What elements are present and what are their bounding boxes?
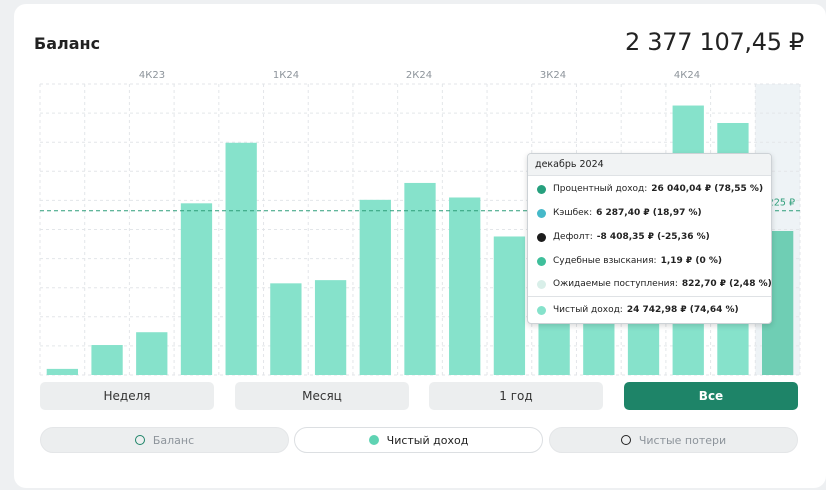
bar[interactable] [449,197,481,375]
tooltip-row-legal: Судебные взыскания: 1,19 ₽ (0 %) [537,256,722,266]
tooltip-row-cashback: Кэшбек: 6 287,40 ₽ (18,97 %) [537,208,702,218]
bar[interactable] [225,142,257,375]
quarter-label: 3К24 [539,70,567,81]
series-net-losses-toggle[interactable]: Чистые потери [549,427,798,453]
bar[interactable] [404,182,436,375]
bar[interactable] [136,332,168,375]
legend-dot-icon [537,256,546,266]
bar[interactable] [493,236,526,375]
quarter-label: 4К23 [138,70,166,81]
series-label: Баланс [152,433,195,447]
bar[interactable] [314,280,347,375]
tooltip-row-interest: Процентный доход: 26 040,04 ₽ (78,55 %) [537,184,763,194]
ring-icon [134,435,145,445]
bar[interactable] [91,345,123,375]
period-week-button[interactable]: Неделя [40,382,214,410]
dot-icon [368,435,379,445]
chart-tooltip: декабрь 2024 Процентный доход: 26 040,04 … [527,153,772,324]
legend-dot-icon [537,208,546,218]
tooltip-title: декабрь 2024 [528,154,771,176]
bar[interactable] [359,199,391,375]
series-net-income-toggle[interactable]: Чистый доход [294,427,543,453]
legend-dot-icon [537,184,546,194]
quarter-label: 4К24 [673,70,701,81]
quarter-label: 2К24 [405,70,433,81]
legend-dot-icon [537,279,546,289]
tooltip-divider [528,296,771,297]
card-title: Баланс [34,34,101,53]
legend-dot-icon [537,232,546,242]
quarter-label: 1К24 [272,70,300,81]
bar[interactable] [180,203,213,375]
period-month-button[interactable]: Месяц [235,382,409,410]
tooltip-row-default: Дефолт: -8 408,35 ₽ (-25,36 %) [537,232,710,242]
bar[interactable] [270,283,302,375]
period-all-button[interactable]: Все [624,382,798,410]
period-year-button[interactable]: 1 год [429,382,603,410]
legend-dot-icon [537,305,546,315]
bar[interactable] [46,368,78,375]
tooltip-row-net-income: Чистый доход: 24 742,98 ₽ (74,64 %) [537,305,739,315]
series-label: Чистый доход [386,433,469,447]
reference-label: 28 225 ₽ [753,198,795,209]
ring-icon [620,435,631,445]
balance-amount: 2 377 107,45 ₽ [624,28,804,56]
tooltip-row-expected: Ожидаемые поступления: 822,70 ₽ (2,48 %) [537,279,772,289]
series-balance-toggle[interactable]: Баланс [40,427,289,453]
series-label: Чистые потери [638,433,727,447]
